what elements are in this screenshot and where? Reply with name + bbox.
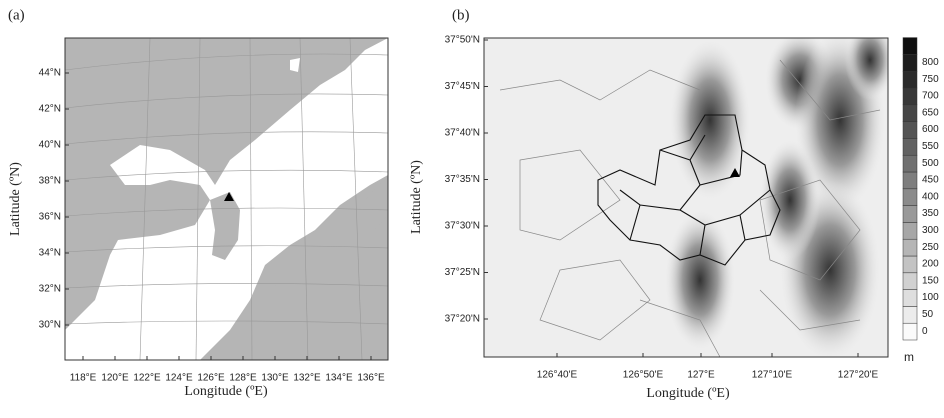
x-tick-label: 118°E	[70, 373, 97, 384]
colorbar-box	[902, 121, 918, 139]
map-b	[484, 38, 888, 357]
colorbar-box	[902, 238, 918, 257]
y-axis-label: Latitude (ºN)	[409, 160, 424, 234]
colorbar-box	[902, 322, 918, 341]
x-tick-label: 126°E	[197, 373, 225, 384]
y-tick-label: 37°35'N	[445, 174, 480, 185]
colorbar-box	[902, 171, 918, 190]
frame-b	[483, 37, 889, 358]
y-tick-label: 38°N	[39, 176, 61, 187]
colorbar-label: 800	[922, 57, 939, 68]
colorbar-box	[902, 37, 918, 55]
colorbar-label: 300	[922, 225, 939, 236]
x-axis-label: Longitude (ºE)	[184, 384, 268, 399]
x-tick-label: 134°E	[325, 373, 353, 384]
frame-a	[64, 37, 389, 361]
colorbar-label: 200	[922, 259, 939, 270]
y-tick-label: 30°N	[39, 320, 61, 331]
x-tick-label: 130°E	[261, 373, 289, 384]
colorbar-label: 600	[922, 124, 939, 135]
colorbar-box	[902, 104, 918, 122]
colorbar-box	[902, 306, 918, 324]
x-tick-label: 136°E	[357, 373, 385, 384]
colorbar-label: 400	[922, 191, 939, 202]
x-tick-label: 132°E	[293, 373, 321, 384]
y-tick-label: 37°20'N	[445, 314, 480, 325]
colorbar-label: 350	[922, 208, 939, 219]
colorbar-label: 650	[922, 107, 939, 118]
colorbar-box	[902, 154, 918, 173]
colorbar-label: 750	[922, 74, 939, 85]
x-tick-label: 127°10'E	[752, 370, 793, 381]
colorbar-label: 450	[922, 175, 939, 186]
y-tick-label: 34°N	[39, 248, 61, 259]
colorbar-box	[902, 87, 918, 106]
x-tick-label: 127°20'E	[838, 370, 879, 381]
y-tick-label: 37°25'N	[445, 267, 480, 278]
colorbar-box	[902, 289, 918, 307]
colorbar-label: 700	[922, 91, 939, 102]
y-tick-label: 42°N	[39, 104, 61, 115]
y-tick-label: 37°40'N	[445, 128, 480, 139]
colorbar-label: 0	[922, 326, 928, 337]
x-tick-label: 126°40'E	[537, 370, 578, 381]
panel-label: (b)	[452, 7, 470, 23]
colorbar-box	[902, 272, 918, 290]
y-tick-label: 32°N	[39, 284, 61, 295]
y-tick-label: 36°N	[39, 212, 61, 223]
x-tick-label: 128°E	[229, 373, 257, 384]
colorbar-label: 500	[922, 158, 939, 169]
x-axis-label: Longitude (ºE)	[646, 386, 730, 401]
y-tick-label: 44°N	[39, 68, 61, 79]
y-tick-label: 40°N	[39, 140, 61, 151]
colorbar-label: 150	[922, 275, 939, 286]
colorbar-label: 550	[922, 141, 939, 152]
y-tick-label: 37°50'N	[445, 35, 480, 46]
map-a	[65, 38, 388, 360]
colorbar-label: 50	[922, 309, 934, 320]
colorbar-box	[902, 188, 918, 206]
y-tick-label: 37°45'N	[445, 81, 480, 92]
x-tick-label: 120°E	[101, 373, 129, 384]
colorbar-label: 250	[922, 242, 939, 253]
colorbar-box	[902, 255, 918, 274]
y-axis-label: Latitude (ºN)	[8, 162, 23, 236]
colorbar-box	[902, 222, 918, 240]
y-tick-label: 37°30'N	[445, 221, 480, 232]
colorbar-box	[902, 205, 918, 223]
colorbar-box	[902, 138, 918, 156]
x-tick-label: 126°50'E	[623, 370, 664, 381]
colorbar-label: 100	[922, 292, 939, 303]
x-tick-label: 124°E	[165, 373, 193, 384]
colorbar-box	[902, 70, 918, 89]
colorbar-box	[902, 54, 918, 72]
colorbar-unit: m	[904, 350, 914, 364]
x-tick-label: 127°E	[687, 370, 715, 381]
x-tick-label: 122°E	[133, 373, 161, 384]
panel-label: (a)	[8, 7, 25, 23]
